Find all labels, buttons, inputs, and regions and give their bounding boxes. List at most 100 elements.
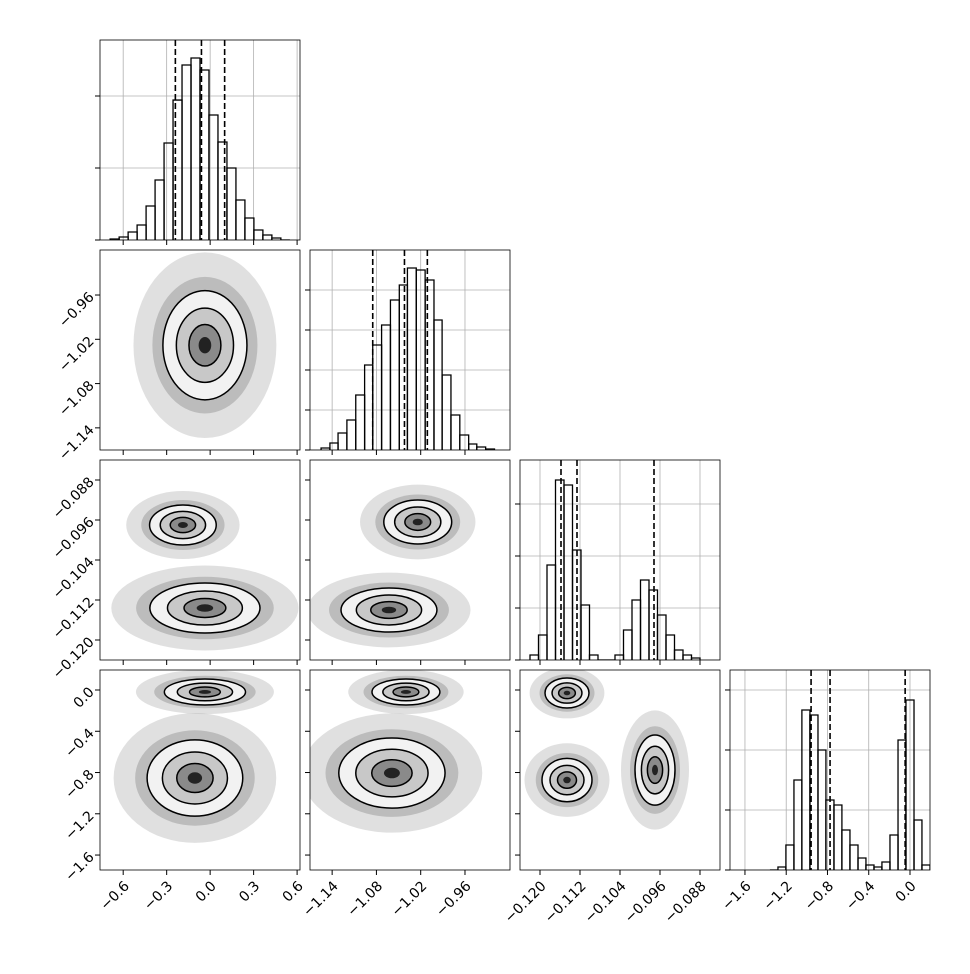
hist-bar [639,579,650,660]
density-peak [381,606,397,614]
x-tick-label: −0.104 [582,878,630,926]
panel [305,249,511,455]
density-peak [563,776,571,784]
hist-bar [172,99,183,240]
hist-bar [154,179,165,240]
hist-bar [913,819,923,870]
x-tick-label: −1.6 [719,878,754,913]
hist-bar [580,604,591,660]
density-peak [187,772,203,784]
panel-area [100,40,300,240]
hist-bar [777,866,787,870]
hist-bar [849,844,859,870]
hist-bar [673,649,684,660]
panel-frame [99,459,301,661]
hist-bar [389,299,400,450]
density-peak [412,518,423,526]
panel [305,459,511,665]
y-tick-label: −0.096 [50,514,98,562]
y-tick-label: −1.6 [62,849,97,884]
x-tick-label: −0.096 [622,878,670,926]
hist-bar [873,866,883,870]
hist-bar [889,834,899,870]
hist-bar [614,654,625,660]
density-peak [383,767,400,779]
x-tick-label: −1.2 [761,878,796,913]
panel-area [730,670,930,870]
panel-area [524,670,689,830]
panel: −0.6 −0.3 0.0 0.3 0.6 −1.6 −1.2 −0.8 −0.4 0.0 [62,669,307,914]
x-tick-label: −1.02 [389,878,431,920]
hist-bar [181,64,192,240]
hist-bar [690,657,701,660]
hist-bar [244,217,255,240]
hist-bar [253,229,264,240]
x-tick-label: 0.0 [193,878,220,905]
y-tick-label: −1.14 [56,422,98,464]
y-tick-label: −0.96 [56,289,98,331]
hist-bar [235,199,246,240]
y-tick-label: −1.2 [62,808,97,843]
panel-frame [99,39,301,241]
density-peak [198,337,212,354]
hist-bar [833,804,843,870]
y-tick-label: −0.088 [50,474,98,522]
x-tick-label: −1.14 [300,878,342,920]
hist-bar [118,236,129,240]
hist-bar [622,629,633,660]
panel: −0.120−0.112−0.104−0.096−0.088 [502,669,721,926]
hist-bar [656,614,667,660]
panel [95,39,301,245]
density-peak [400,690,412,694]
x-tick-label: −0.112 [542,878,590,926]
hist-bar [785,844,795,870]
hist-bar [398,284,409,450]
x-tick-label: −0.088 [662,878,710,926]
hist-bar [380,324,392,450]
x-tick-label: −0.8 [802,878,837,913]
hist-bar [484,448,496,450]
panel-frame [99,249,301,451]
hist-bar [921,864,930,870]
hist-bar [905,699,915,870]
y-tick-label: −0.112 [50,594,98,642]
panel-area [310,484,476,648]
panel: −1.6 −1.2 −0.8 −0.4 0.0 [719,669,931,914]
hist-bar [588,654,599,660]
hist-bar [441,374,452,450]
x-tick-label: −0.3 [141,878,176,913]
hist-bar [865,864,875,870]
panel-frame [729,669,931,871]
hist-bar [857,857,867,870]
panel [515,459,721,665]
hist-bar [563,484,574,660]
y-tick-label: 0.0 [71,684,98,711]
density-peak [652,764,658,776]
hist-bar [262,234,273,240]
panel-frame [309,669,511,871]
hist-bar [631,599,642,660]
hist-bar [433,319,443,450]
hist-bar [881,861,891,870]
hist-bar [271,237,282,240]
y-tick-label: −0.120 [50,634,98,682]
hist-bar [801,709,811,870]
hist-bar [546,564,557,660]
hist-bar [363,364,374,450]
hist-bar [554,479,565,660]
panel-area [111,491,299,651]
panel-frame [519,459,721,661]
hist-bar [793,779,803,870]
y-tick-label: −0.104 [50,554,98,602]
hist-bar [355,394,366,450]
density-peak [177,522,188,528]
hist-bar [468,443,478,450]
x-tick-label: 0.3 [236,878,263,905]
hist-bar [217,141,228,240]
x-tick-label: −1.08 [344,878,386,920]
hist-bar [372,344,383,450]
hist-bar [127,231,138,240]
x-tick-label: 0.6 [280,878,307,905]
hist-bar [476,446,487,450]
hist-bar [136,224,147,240]
